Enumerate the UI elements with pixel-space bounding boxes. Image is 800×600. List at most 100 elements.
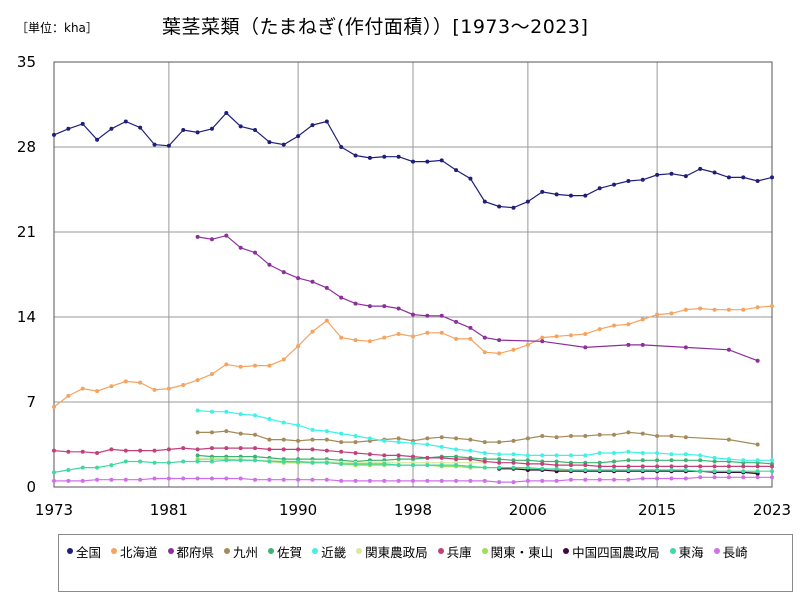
data-point xyxy=(741,475,746,480)
data-point xyxy=(224,446,229,451)
data-point xyxy=(353,301,358,306)
data-point xyxy=(95,137,100,142)
data-point xyxy=(367,155,372,160)
data-point xyxy=(267,447,272,452)
data-point xyxy=(468,325,473,330)
data-point xyxy=(439,455,444,460)
data-point xyxy=(310,437,315,442)
data-point xyxy=(253,250,258,255)
data-point xyxy=(683,468,688,472)
legend-item: 関東農政局 xyxy=(356,541,428,561)
data-point xyxy=(655,451,660,455)
data-point xyxy=(310,477,315,482)
data-point xyxy=(224,458,229,463)
legend-label: 東海 xyxy=(678,544,704,560)
line-chart: 0 7 14 21 28 35 1973 1981 1990 1998 2006 2015 2023 xyxy=(17,53,791,519)
data-point xyxy=(166,386,171,391)
data-point xyxy=(468,437,473,442)
data-point xyxy=(439,158,444,163)
data-point xyxy=(540,466,545,471)
data-point xyxy=(497,204,502,209)
data-point xyxy=(525,478,530,483)
data-point xyxy=(267,140,272,145)
data-point xyxy=(253,477,258,482)
data-point xyxy=(554,334,559,339)
data-point xyxy=(224,362,229,367)
series-1 xyxy=(52,304,774,409)
data-point xyxy=(468,457,473,462)
data-point xyxy=(568,453,573,458)
data-point xyxy=(482,440,487,445)
unit-label: ［単位：kha］ xyxy=(16,21,98,35)
data-point xyxy=(669,468,674,472)
data-point xyxy=(181,446,186,451)
data-point xyxy=(253,454,258,459)
data-point xyxy=(669,311,674,316)
data-point xyxy=(339,461,344,466)
x-tick-label: 1981 xyxy=(150,501,188,519)
data-point xyxy=(726,464,731,469)
data-point xyxy=(238,245,243,250)
data-point xyxy=(770,475,774,480)
data-point xyxy=(497,480,502,485)
data-point xyxy=(640,468,645,472)
data-point xyxy=(698,475,703,480)
data-point xyxy=(209,126,214,131)
data-point xyxy=(52,448,56,453)
data-point xyxy=(712,459,717,464)
data-point xyxy=(511,205,516,210)
data-point xyxy=(324,285,329,290)
data-point xyxy=(554,459,559,464)
data-point xyxy=(698,469,703,474)
data-point xyxy=(95,451,100,455)
data-point xyxy=(425,478,430,483)
data-point xyxy=(80,449,85,454)
data-point xyxy=(238,446,243,451)
data-point xyxy=(238,412,243,417)
data-point xyxy=(726,347,731,352)
legend-item: 中国四国農政局 xyxy=(563,541,660,561)
legend-marker xyxy=(437,548,444,554)
data-point xyxy=(597,451,602,455)
data-point xyxy=(770,175,774,180)
data-point xyxy=(411,463,415,468)
data-point xyxy=(296,134,301,139)
gridlines xyxy=(53,61,773,488)
data-point xyxy=(612,323,617,328)
legend-item: 北海道 xyxy=(111,541,158,561)
data-point xyxy=(626,468,631,472)
data-point xyxy=(224,409,229,414)
data-point xyxy=(568,193,573,198)
data-point xyxy=(224,429,229,434)
data-point xyxy=(540,461,545,466)
data-point xyxy=(339,449,344,454)
data-point xyxy=(683,174,688,179)
data-point xyxy=(568,333,573,338)
legend-label: 関東・東山 xyxy=(490,544,554,560)
legend-label: 近畿 xyxy=(321,544,347,560)
data-point xyxy=(626,322,631,327)
data-point xyxy=(755,464,760,469)
data-point xyxy=(755,475,760,480)
data-point xyxy=(698,458,703,463)
data-point xyxy=(109,463,114,468)
data-point xyxy=(138,477,143,482)
data-point xyxy=(109,126,114,131)
data-point xyxy=(726,307,731,312)
legend-marker xyxy=(268,548,275,554)
data-point xyxy=(482,335,487,340)
x-axis-ticks: 1973 1981 1990 1998 2006 2015 2023 xyxy=(35,501,791,519)
data-point xyxy=(497,465,502,470)
data-point xyxy=(195,459,200,464)
data-point xyxy=(80,465,85,470)
data-point xyxy=(310,447,315,452)
data-point xyxy=(511,465,516,470)
data-point xyxy=(612,182,617,187)
data-point xyxy=(138,448,143,453)
data-point xyxy=(396,154,401,159)
data-point xyxy=(540,453,545,458)
data-point xyxy=(640,476,645,481)
data-point xyxy=(52,132,56,137)
data-point xyxy=(296,276,301,281)
data-point xyxy=(411,334,415,339)
